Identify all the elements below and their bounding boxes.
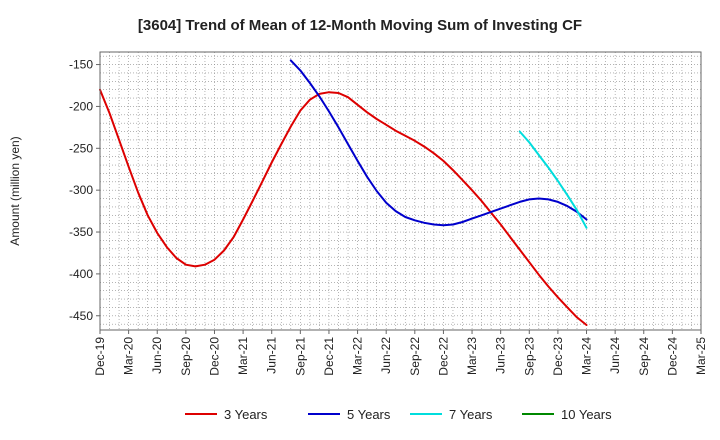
legend-label: 5 Years [347,407,391,422]
x-tick-label: Mar-25 [694,337,708,375]
legend-label: 3 Years [224,407,268,422]
x-axis-ticks: Dec-19 Mar-20 Jun-20 Sep-20 Dec-20 Mar-21 Jun-… [93,330,708,376]
y-tick-label: -350 [69,225,93,239]
y-axis-label: Amount (million yen) [8,136,22,245]
x-tick-label: Mar-22 [351,337,365,375]
x-tick-label: Mar-24 [580,337,594,375]
legend: 3 Years 5 Years 7 Years 10 Years [185,407,612,422]
y-tick-label: -200 [69,99,93,113]
y-tick-label: -450 [69,309,93,323]
series-line-3-years [99,88,588,326]
legend-label: 10 Years [561,407,612,422]
x-tick-label: Jun-24 [608,337,622,374]
x-tick-label: Sep-22 [408,337,422,376]
x-tick-label: Dec-20 [207,337,221,376]
x-tick-label: Dec-19 [93,337,107,376]
grid [99,52,702,330]
x-tick-label: Jun-20 [150,337,164,374]
x-tick-label: Mar-23 [465,337,479,375]
legend-label: 7 Years [449,407,493,422]
x-tick-label: Mar-21 [236,337,250,375]
x-tick-label: Dec-22 [436,337,450,376]
series-layer [99,59,588,326]
x-tick-label: Sep-20 [179,337,193,376]
x-tick-label: Dec-21 [322,337,336,376]
x-tick-label: Jun-21 [265,337,279,374]
y-tick-label: -400 [69,267,93,281]
y-axis-ticks: -150 -200 -250 -300 -350 -400 -450 [69,58,100,323]
x-tick-label: Sep-24 [637,337,651,376]
chart-title: [3604] Trend of Mean of 12-Month Moving … [138,17,582,34]
series-line-7-years [518,130,588,229]
plot-frame [99,51,702,331]
x-tick-label: Mar-20 [122,337,136,375]
x-tick-label: Sep-23 [522,337,536,376]
y-tick-label: -300 [69,183,93,197]
x-tick-label: Sep-21 [293,337,307,376]
x-tick-label: Dec-23 [551,337,565,376]
x-tick-label: Jun-23 [494,337,508,374]
x-tick-label: Dec-24 [665,337,679,376]
x-tick-label: Jun-22 [379,337,393,374]
y-tick-label: -250 [69,141,93,155]
y-tick-label: -150 [69,58,93,72]
series-line-5-years [289,59,588,227]
